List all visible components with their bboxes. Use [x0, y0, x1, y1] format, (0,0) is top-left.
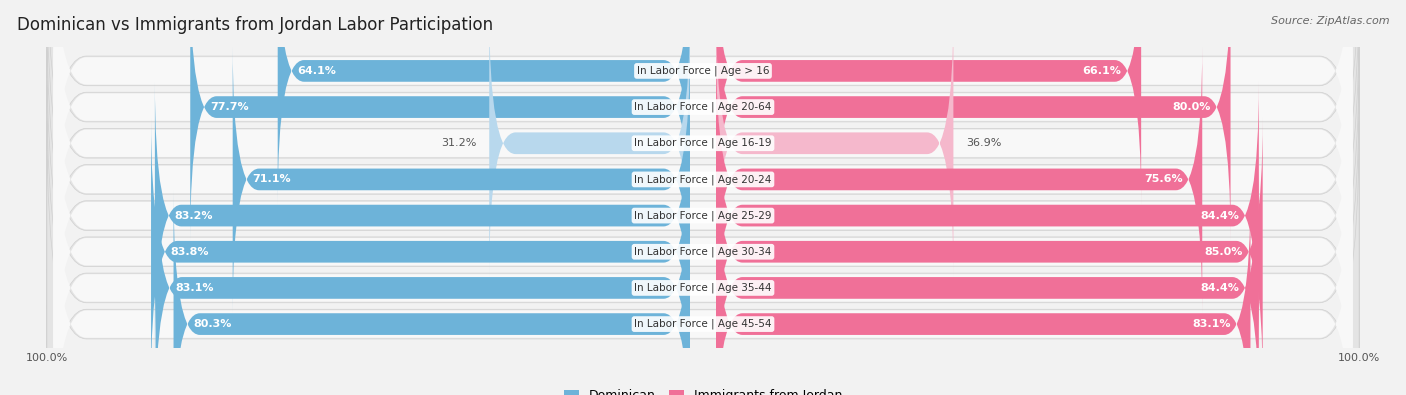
Legend: Dominican, Immigrants from Jordan: Dominican, Immigrants from Jordan	[560, 384, 846, 395]
FancyBboxPatch shape	[46, 0, 1360, 309]
FancyBboxPatch shape	[46, 122, 1360, 395]
Text: 83.1%: 83.1%	[176, 283, 214, 293]
Text: In Labor Force | Age 20-24: In Labor Force | Age 20-24	[634, 174, 772, 185]
FancyBboxPatch shape	[716, 190, 1250, 395]
FancyBboxPatch shape	[53, 85, 1353, 395]
Text: 80.3%: 80.3%	[193, 319, 232, 329]
Text: In Labor Force | Age > 16: In Labor Force | Age > 16	[637, 66, 769, 76]
FancyBboxPatch shape	[173, 190, 690, 395]
Text: In Labor Force | Age 20-64: In Labor Force | Age 20-64	[634, 102, 772, 112]
FancyBboxPatch shape	[46, 86, 1360, 395]
Text: 75.6%: 75.6%	[1144, 175, 1182, 184]
Text: In Labor Force | Age 45-54: In Labor Force | Age 45-54	[634, 319, 772, 329]
FancyBboxPatch shape	[716, 154, 1258, 395]
Text: 80.0%: 80.0%	[1173, 102, 1211, 112]
Text: In Labor Force | Age 35-44: In Labor Force | Age 35-44	[634, 283, 772, 293]
Text: In Labor Force | Age 25-29: In Labor Force | Age 25-29	[634, 210, 772, 221]
FancyBboxPatch shape	[46, 0, 1360, 346]
FancyBboxPatch shape	[156, 154, 690, 395]
FancyBboxPatch shape	[53, 121, 1353, 395]
Text: In Labor Force | Age 30-34: In Labor Force | Age 30-34	[634, 246, 772, 257]
FancyBboxPatch shape	[190, 0, 690, 241]
FancyBboxPatch shape	[716, 0, 1230, 241]
FancyBboxPatch shape	[53, 0, 1353, 238]
FancyBboxPatch shape	[46, 13, 1360, 395]
FancyBboxPatch shape	[53, 0, 1353, 274]
Text: 71.1%: 71.1%	[253, 175, 291, 184]
Text: 66.1%: 66.1%	[1083, 66, 1122, 76]
FancyBboxPatch shape	[53, 12, 1353, 346]
Text: 64.1%: 64.1%	[298, 66, 336, 76]
FancyBboxPatch shape	[278, 0, 690, 205]
Text: 83.8%: 83.8%	[170, 247, 209, 257]
FancyBboxPatch shape	[716, 45, 1202, 313]
Text: Dominican vs Immigrants from Jordan Labor Participation: Dominican vs Immigrants from Jordan Labo…	[17, 16, 494, 34]
Text: 85.0%: 85.0%	[1205, 247, 1243, 257]
FancyBboxPatch shape	[53, 49, 1353, 383]
Text: Source: ZipAtlas.com: Source: ZipAtlas.com	[1271, 16, 1389, 26]
FancyBboxPatch shape	[716, 9, 953, 277]
Text: 83.1%: 83.1%	[1192, 319, 1230, 329]
Text: 84.4%: 84.4%	[1201, 211, 1239, 220]
FancyBboxPatch shape	[46, 0, 1360, 382]
Text: 84.4%: 84.4%	[1201, 283, 1239, 293]
FancyBboxPatch shape	[53, 0, 1353, 310]
Text: 77.7%: 77.7%	[209, 102, 249, 112]
FancyBboxPatch shape	[716, 82, 1258, 350]
Text: 36.9%: 36.9%	[966, 138, 1002, 148]
FancyBboxPatch shape	[716, 0, 1142, 205]
FancyBboxPatch shape	[155, 82, 690, 350]
FancyBboxPatch shape	[46, 0, 1360, 273]
FancyBboxPatch shape	[716, 118, 1263, 386]
Text: 83.2%: 83.2%	[174, 211, 214, 220]
FancyBboxPatch shape	[46, 49, 1360, 395]
FancyBboxPatch shape	[53, 157, 1353, 395]
Text: In Labor Force | Age 16-19: In Labor Force | Age 16-19	[634, 138, 772, 149]
FancyBboxPatch shape	[489, 9, 690, 277]
FancyBboxPatch shape	[233, 45, 690, 313]
Text: 31.2%: 31.2%	[440, 138, 477, 148]
FancyBboxPatch shape	[150, 118, 690, 386]
